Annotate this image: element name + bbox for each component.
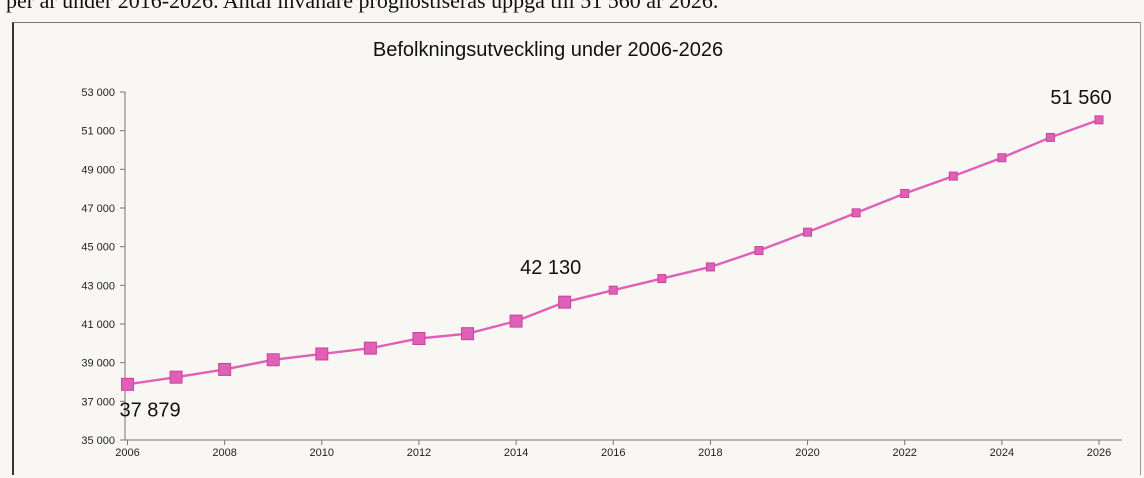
data-point: [218, 362, 232, 376]
y-tick-label: 35 000: [81, 435, 115, 447]
x-tick-label: 2006: [115, 447, 139, 459]
y-tick-label: 39 000: [81, 358, 115, 370]
x-tick-label: 2022: [892, 447, 916, 459]
y-tick-label: 49 000: [81, 164, 115, 176]
y-tick-label: 53 000: [81, 87, 115, 99]
data-point: [997, 153, 1007, 163]
y-ticks: 35 000 37 000 39 000 41 000 43 000 45 000 47 0…: [81, 87, 125, 447]
y-tick-label: 37 000: [81, 396, 115, 408]
data-point: [803, 227, 813, 237]
data-label: 37 879: [120, 399, 181, 421]
x-tick-label: 2026: [1087, 447, 1111, 459]
data-point: [121, 377, 134, 391]
x-tick-label: 2014: [504, 447, 528, 459]
data-point: [509, 314, 523, 328]
y-tick-label: 43 000: [81, 280, 115, 292]
x-tick-label: 2020: [795, 447, 819, 459]
data-point: [948, 171, 958, 181]
data-point: [1045, 132, 1055, 142]
data-point: [705, 262, 715, 272]
data-label: 42 130: [520, 257, 581, 279]
x-tick-label: 2012: [407, 447, 431, 459]
data-point: [412, 332, 426, 345]
x-tick-label: 2010: [310, 447, 334, 459]
data-point: [558, 295, 572, 309]
data-point: [363, 341, 377, 355]
data-point: [608, 285, 618, 295]
data-point: [657, 274, 667, 284]
data-point: [461, 327, 475, 341]
series-population: [121, 115, 1104, 391]
chart-title: Befolkningsutveckling under 2006-2026: [373, 39, 723, 61]
data-point: [900, 189, 910, 198]
data-point: [315, 347, 329, 361]
y-tick-label: 51 000: [81, 126, 115, 138]
series-line: [127, 118, 1100, 386]
data-label: 51 560: [1050, 87, 1111, 109]
intro-text: per år under 2016-2026. Antal invånare p…: [6, 0, 719, 13]
x-tick-label: 2024: [990, 447, 1014, 459]
data-annotations: 37 879 42 130 51 560: [120, 87, 1112, 421]
x-ticks: 2006 2008 2010 2012 2014 2016 2018 2020 2022 2024…: [115, 440, 1111, 459]
data-point: [754, 246, 764, 256]
y-tick-label: 45 000: [81, 242, 115, 254]
data-point: [169, 370, 183, 384]
data-point: [266, 353, 280, 367]
y-tick-label: 47 000: [81, 203, 115, 215]
x-tick-label: 2016: [601, 447, 625, 459]
x-tick-label: 2018: [698, 447, 722, 459]
data-point: [1094, 115, 1104, 125]
y-tick-label: 41 000: [81, 319, 115, 331]
x-tick-label: 2008: [212, 447, 236, 459]
data-point: [851, 208, 861, 218]
chart-frame: [12, 22, 1141, 475]
